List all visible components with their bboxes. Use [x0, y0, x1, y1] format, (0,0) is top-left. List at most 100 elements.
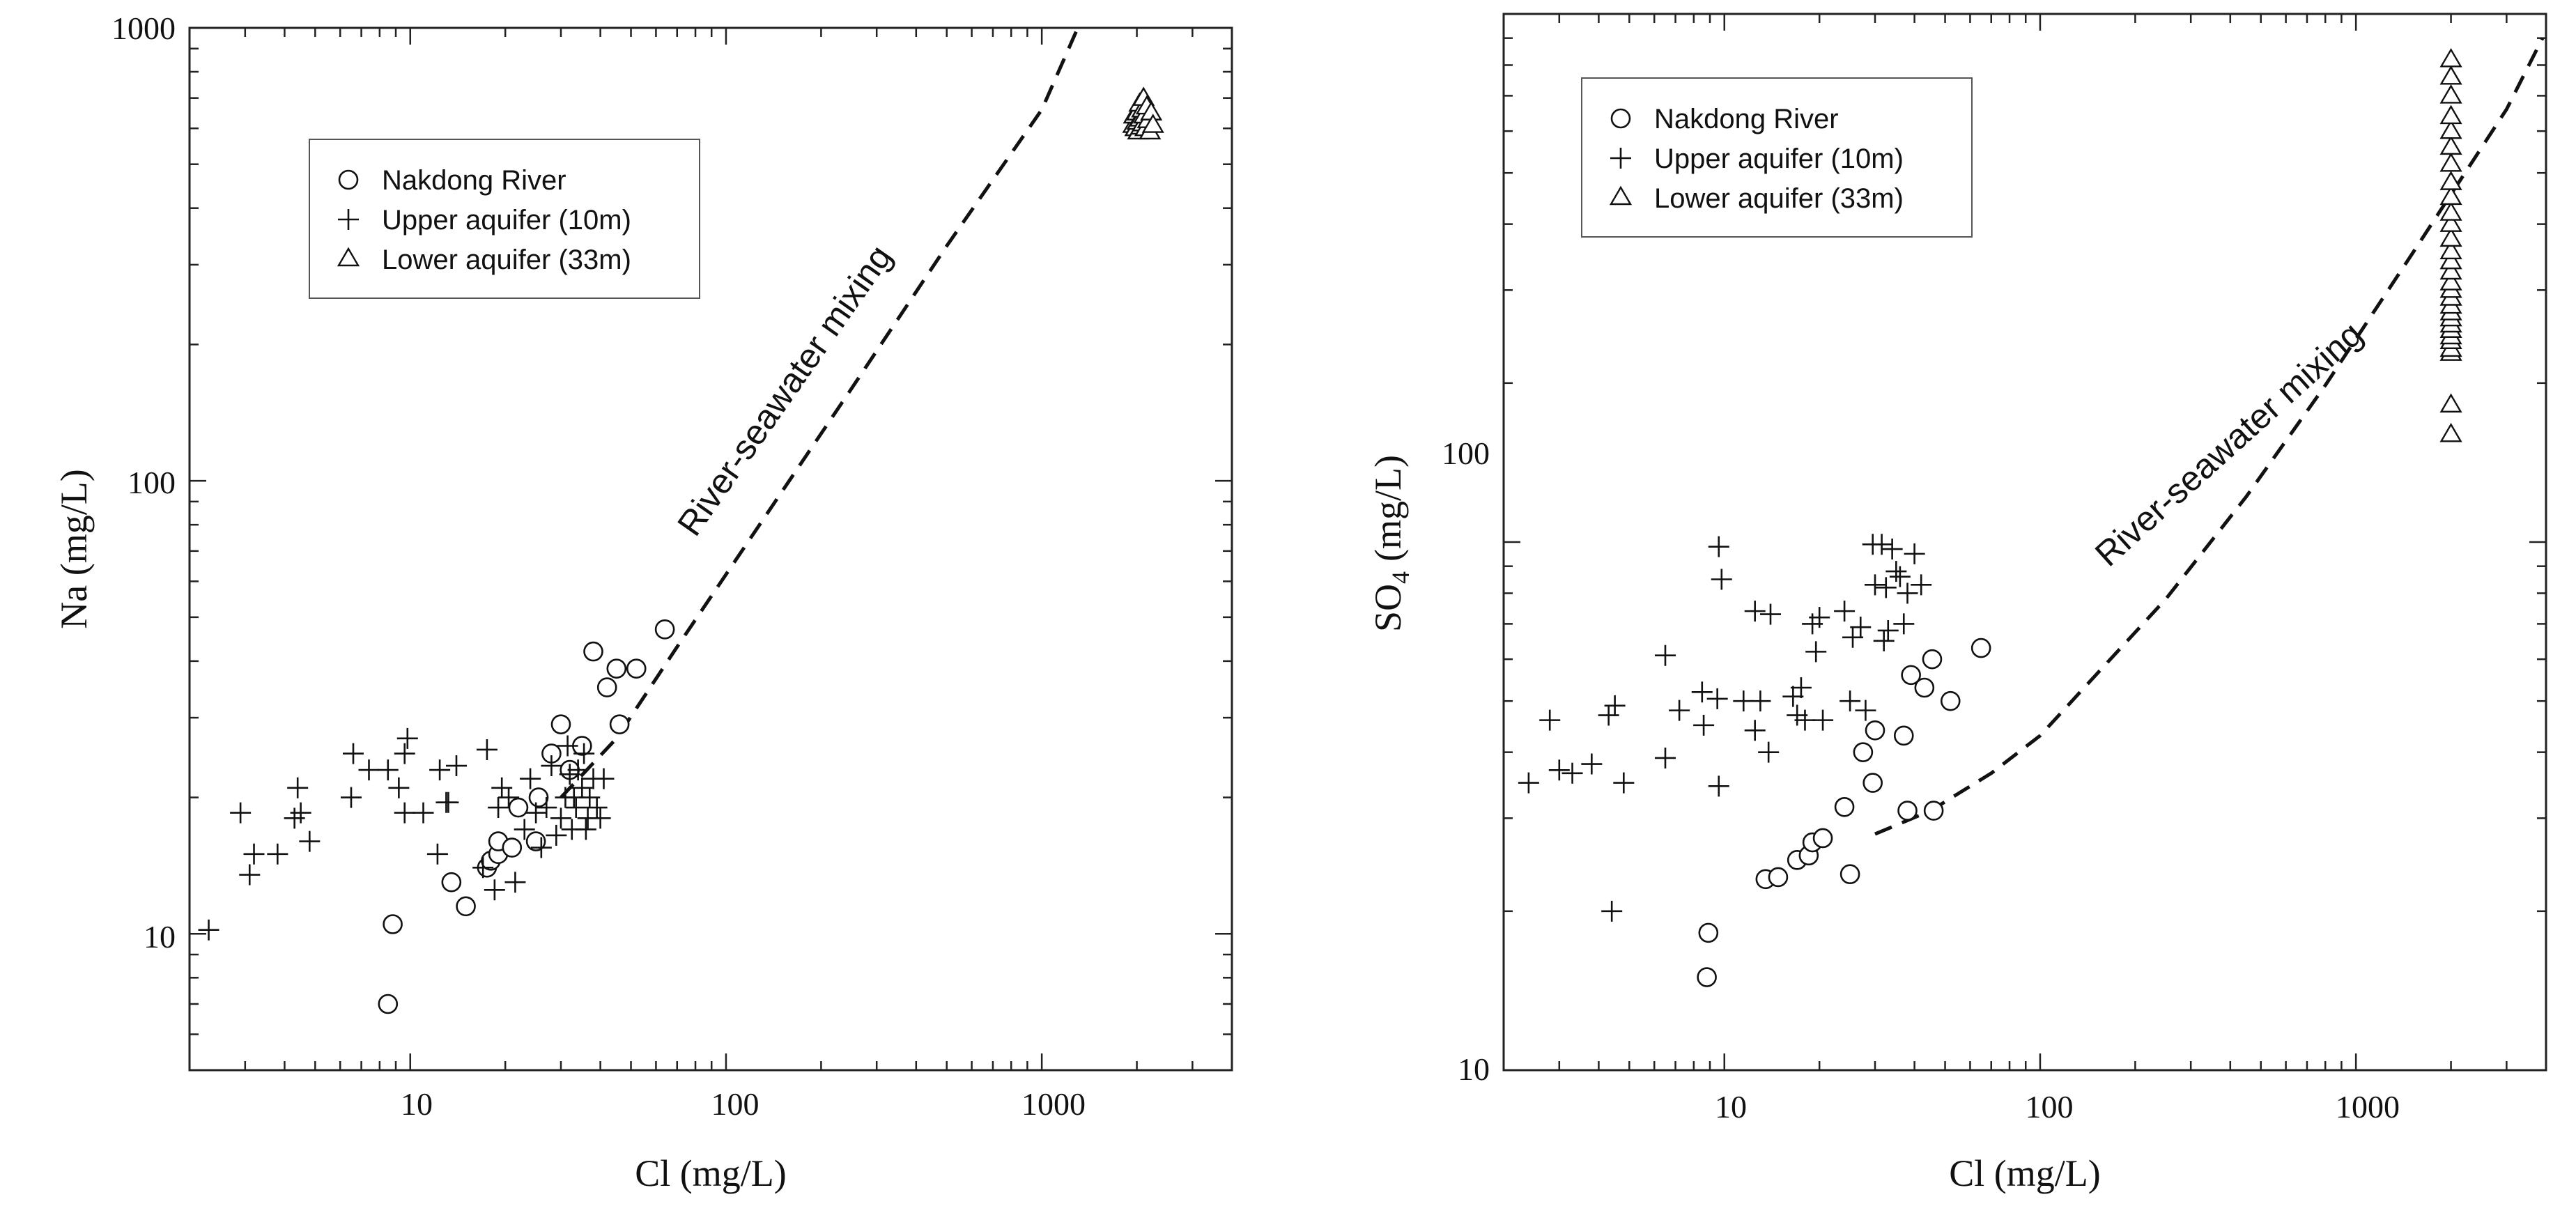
x-tick-label-10: 10 — [401, 1086, 433, 1122]
data-point-upper-aquifer — [1598, 704, 1619, 726]
mixing-line-label: River-seawater mixing — [670, 238, 900, 543]
data-point-nakdong-river — [502, 837, 523, 858]
data-point-upper-aquifer — [1744, 601, 1766, 622]
x-tick-label-1000: 1000 — [2336, 1089, 2400, 1125]
data-point-upper-aquifer — [1911, 574, 1932, 596]
data-point-upper-aquifer — [1750, 690, 1771, 712]
data-point-upper-aquifer — [198, 919, 219, 941]
data-point-upper-aquifer — [340, 787, 362, 808]
legend-marker-plus — [1610, 148, 1631, 169]
data-point-upper-aquifer — [1855, 700, 1876, 721]
data-point-lower-aquifer — [2439, 271, 2462, 291]
data-point-lower-aquifer — [2439, 227, 2462, 247]
data-point-upper-aquifer — [284, 808, 305, 829]
x-tick-label-10: 10 — [1715, 1089, 1747, 1125]
svg-text:SO4(mg/L): SO4 (mg/L) — [1367, 455, 1414, 632]
data-point-upper-aquifer — [575, 819, 596, 840]
data-point-upper-aquifer — [1706, 688, 1728, 709]
data-point-nakdong-river — [1893, 725, 1914, 746]
data-point-nakdong-river — [609, 714, 630, 734]
data-point-upper-aquifer — [1893, 613, 1915, 635]
data-point-nakdong-river — [1853, 742, 1874, 762]
data-point-upper-aquifer — [1518, 772, 1539, 794]
data-point-upper-aquifer — [541, 755, 562, 777]
data-point-upper-aquifer — [565, 797, 587, 819]
data-point-nakdong-river — [1834, 796, 1855, 817]
data-point-nakdong-river — [1698, 922, 1719, 943]
data-point-upper-aquifer — [520, 768, 541, 789]
data-point-upper-aquifer — [567, 759, 589, 781]
legend-marker-circle — [338, 169, 359, 190]
data-point-lower-aquifer — [2439, 249, 2462, 270]
data-point-lower-aquifer — [2439, 65, 2462, 85]
data-point-nakdong-river — [626, 658, 647, 679]
data-point-upper-aquifer — [1708, 775, 1729, 797]
data-marks — [1502, 13, 2547, 1072]
data-point-nakdong-river — [1940, 690, 1961, 711]
data-point-upper-aquifer — [1654, 747, 1676, 768]
data-point-nakdong-river — [1768, 867, 1789, 888]
data-point-upper-aquifer — [1885, 561, 1907, 582]
y-axis-label: SO4 (mg/L) — [1367, 455, 1414, 632]
data-point-upper-aquifer — [589, 808, 611, 829]
legend: Nakdong River Upper aquifer (10m) Lower … — [309, 139, 700, 299]
data-point-upper-aquifer — [388, 777, 410, 798]
legend: Nakdong River Upper aquifer (10m) Lower … — [1581, 77, 1973, 238]
data-point-upper-aquifer — [445, 755, 467, 777]
data-point-nakdong-river — [1922, 649, 1943, 670]
data-point-upper-aquifer — [550, 808, 571, 829]
data-point-upper-aquifer — [1654, 644, 1676, 666]
data-point-lower-aquifer — [2439, 152, 2462, 172]
data-point-upper-aquifer — [1604, 695, 1626, 716]
data-point-nakdong-river — [528, 787, 549, 808]
x-axis-label: Cl (mg/L) — [635, 1152, 786, 1194]
legend-label-nakdong-river: Nakdong River — [382, 165, 566, 196]
data-point-nakdong-river — [1923, 801, 1944, 821]
data-point-upper-aquifer — [1601, 900, 1623, 922]
na-vs-cl-chart: 1000 100 10 10 100 1000 Cl (mg/L) Na (mg… — [53, 10, 1233, 1194]
data-point-upper-aquifer — [1871, 534, 1892, 555]
legend-label-upper-aquifer: Upper aquifer (10m) — [382, 205, 631, 235]
legend-marker-triangle — [337, 247, 360, 267]
y-axis-label: Na (mg/L) — [53, 469, 95, 628]
y-axis-label-units: (mg/L) — [1367, 455, 1409, 562]
data-point-nakdong-river — [383, 914, 403, 934]
data-point-nakdong-river — [1697, 967, 1717, 987]
data-point-upper-aquifer — [1794, 709, 1816, 731]
legend-label-lower-aquifer: Lower aquifer (33m) — [382, 245, 631, 275]
data-point-nakdong-river — [1862, 773, 1883, 793]
legend-box — [309, 139, 700, 299]
data-point-upper-aquifer — [438, 791, 459, 813]
data-point-upper-aquifer — [358, 759, 380, 781]
data-point-upper-aquifer — [559, 764, 580, 785]
data-point-upper-aquifer — [472, 857, 494, 879]
data-point-lower-aquifer — [2439, 84, 2462, 104]
y-axis-label-subscript: 4 — [1387, 571, 1414, 584]
data-point-nakdong-river — [596, 677, 617, 697]
data-point-upper-aquifer — [476, 739, 498, 760]
data-point-upper-aquifer — [1669, 700, 1690, 721]
data-point-upper-aquifer — [593, 768, 615, 789]
data-point-upper-aquifer — [1691, 681, 1713, 703]
data-point-upper-aquifer — [394, 743, 415, 764]
data-point-upper-aquifer — [243, 843, 265, 865]
data-point-upper-aquifer — [1561, 762, 1583, 784]
data-point-upper-aquifer — [1581, 753, 1603, 775]
data-point-nakdong-river — [456, 896, 476, 917]
data-point-nakdong-river — [1901, 665, 1921, 686]
data-point-upper-aquifer — [1889, 566, 1911, 587]
x-tick-label-1000: 1000 — [1021, 1086, 1086, 1122]
data-point-lower-aquifer — [2439, 240, 2462, 260]
mixing-line-label: River-seawater mixing — [2088, 314, 2370, 574]
data-point-nakdong-river — [378, 994, 399, 1014]
data-point-nakdong-river — [508, 797, 529, 818]
data-point-upper-aquifer — [1613, 772, 1635, 794]
data-point-upper-aquifer — [557, 735, 578, 757]
legend-box — [1581, 77, 1973, 238]
y-tick-label-10: 10 — [1458, 1051, 1490, 1087]
data-point-lower-aquifer — [2439, 171, 2462, 190]
data-point-upper-aquifer — [287, 777, 309, 798]
y-tick-label-10: 10 — [144, 919, 176, 955]
data-point-nakdong-river — [1840, 864, 1860, 885]
data-point-nakdong-river — [1812, 828, 1833, 849]
